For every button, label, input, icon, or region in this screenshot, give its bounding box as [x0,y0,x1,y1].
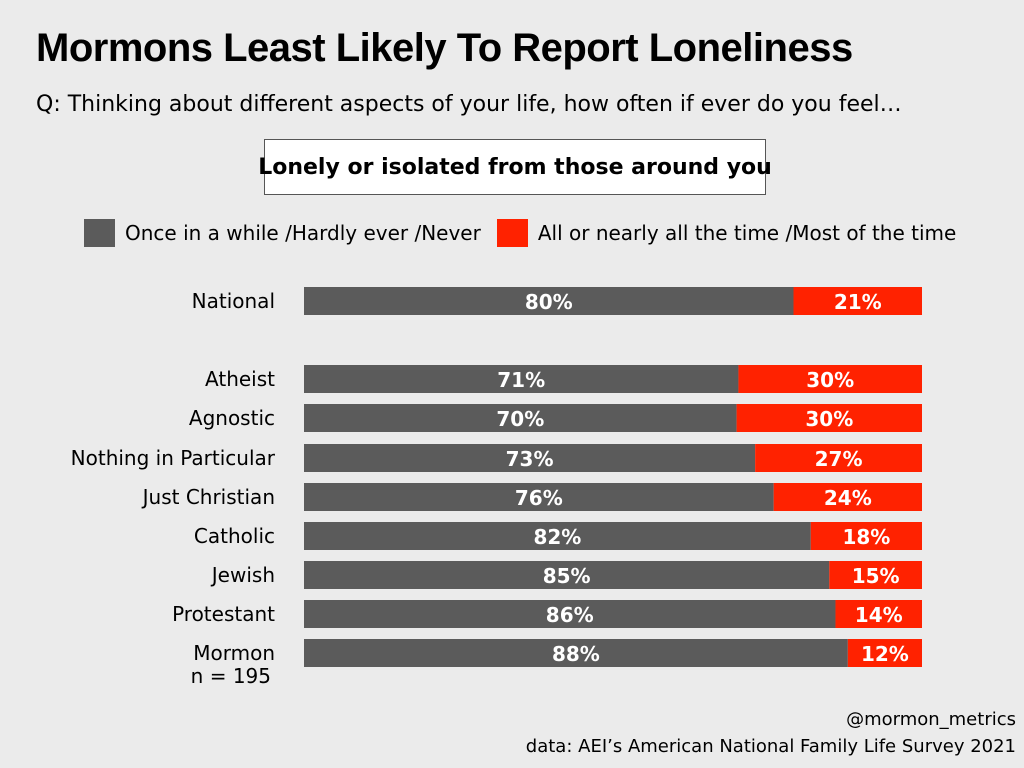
bar-rarely-jewish [304,561,830,589]
category-label-jewish: Jewish [210,563,275,587]
bar-rarely-just-christian [304,483,774,511]
bar-rarely-protestant [304,600,836,628]
value-label-rarely-just-christian: 76% [515,486,563,510]
bar-rarely-agnostic [304,404,737,432]
value-label-rarely-jewish: 85% [543,564,591,588]
bar-often-nothing-in-particular [755,444,922,472]
category-label-atheist: Atheist [205,367,275,391]
question-text: Lonely or isolated from those around you [258,154,772,180]
bar-chart: National 80% 21% Atheist 71% 30% Agnostic 70% 30… [71,287,922,688]
value-label-often-nothing-in-particular: 27% [815,447,863,471]
bar-rarely-national [304,287,794,315]
bar-rarely-mormon [304,639,848,667]
legend: Once in a while /Hardly ever /Never All … [84,219,972,247]
value-label-rarely-atheist: 71% [497,368,545,392]
bar-rarely-catholic [304,522,811,550]
value-label-often-mormon: 12% [861,642,909,666]
value-label-rarely-catholic: 82% [533,525,581,549]
category-label-agnostic: Agnostic [189,406,275,430]
bar-often-atheist [738,365,922,393]
bar-often-national [793,287,922,315]
chart-title: Mormons Least Likely To Report Lonelines… [36,26,853,70]
value-label-often-national: 21% [834,290,882,314]
legend-swatch-rarely [84,219,115,247]
bar-often-catholic [810,522,922,550]
value-label-often-jewish: 15% [852,564,900,588]
value-label-rarely-mormon: 88% [552,642,600,666]
author-handle: @mormon_metrics [846,709,1016,730]
question-subtitle: Q: Thinking about different aspects of y… [36,92,902,117]
category-note-mormon: n = 195 [191,664,271,688]
legend-label-rarely: Once in a while /Hardly ever /Never [125,221,481,245]
value-label-rarely-nothing-in-particular: 73% [506,447,554,471]
category-label-national: National [192,289,275,313]
category-label-nothing-in-particular: Nothing in Particular [71,446,276,470]
bar-often-just-christian [773,483,922,511]
category-label-catholic: Catholic [194,524,275,548]
value-label-rarely-agnostic: 70% [496,407,544,431]
bar-rarely-atheist [304,365,739,393]
bar-often-protestant [835,600,922,628]
category-label-mormon: Mormon [193,641,275,665]
value-label-often-protestant: 14% [855,603,903,627]
value-label-often-catholic: 18% [842,525,890,549]
category-label-protestant: Protestant [172,602,275,626]
bar-often-agnostic [736,404,922,432]
legend-swatch-often [496,219,528,247]
bar-rarely-nothing-in-particular [304,444,756,472]
value-label-rarely-protestant: 86% [546,603,594,627]
value-label-often-atheist: 30% [806,368,854,392]
data-source: data: AEI’s American National Family Lif… [525,736,1016,757]
legend-label-often: All or nearly all the time /Most of the … [537,221,957,245]
value-label-often-just-christian: 24% [824,486,872,510]
bar-often-jewish [829,561,922,589]
bar-often-mormon [847,639,922,667]
question-box: Lonely or isolated from those around you [258,139,772,195]
value-label-often-agnostic: 30% [805,407,853,431]
value-label-rarely-national: 80% [525,290,573,314]
category-label-just-christian: Just Christian [141,485,275,509]
